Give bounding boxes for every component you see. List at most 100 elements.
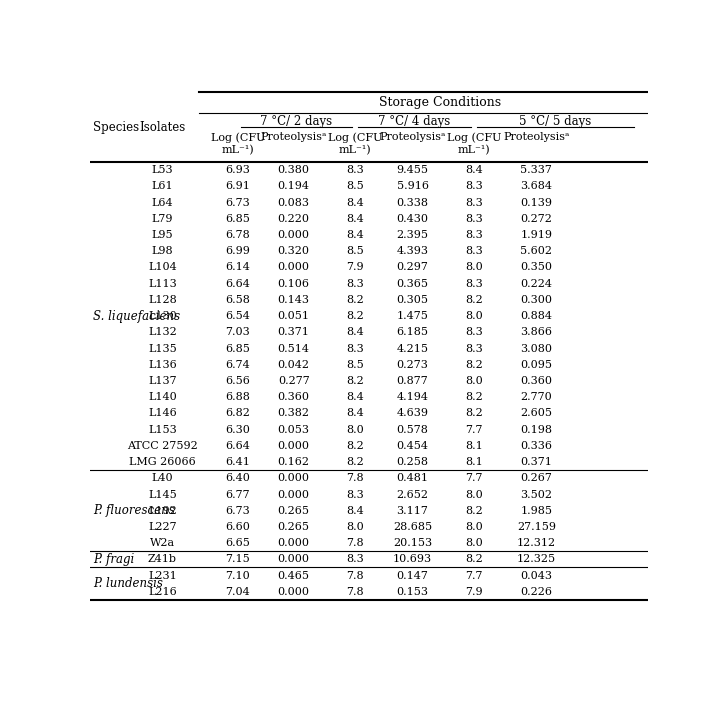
Text: L61: L61 xyxy=(152,181,174,192)
Text: 27.159: 27.159 xyxy=(517,522,556,532)
Text: 8.5: 8.5 xyxy=(346,246,364,256)
Text: 0.000: 0.000 xyxy=(278,263,310,272)
Text: 7 °C/ 2 days: 7 °C/ 2 days xyxy=(261,115,333,128)
Text: 7.7: 7.7 xyxy=(465,473,482,483)
Text: 6.93: 6.93 xyxy=(225,165,251,176)
Text: 0.465: 0.465 xyxy=(278,571,310,581)
Text: 7.9: 7.9 xyxy=(346,263,364,272)
Text: 6.85: 6.85 xyxy=(225,214,251,224)
Text: 4.393: 4.393 xyxy=(397,246,428,256)
Text: 0.000: 0.000 xyxy=(278,473,310,483)
Text: 0.000: 0.000 xyxy=(278,441,310,451)
Text: 0.258: 0.258 xyxy=(397,457,428,467)
Text: 8.0: 8.0 xyxy=(346,522,364,532)
Text: 6.82: 6.82 xyxy=(225,409,251,418)
Text: 28.685: 28.685 xyxy=(393,522,432,532)
Text: 8.4: 8.4 xyxy=(346,214,364,224)
Text: Z41b: Z41b xyxy=(148,555,177,564)
Text: 0.162: 0.162 xyxy=(278,457,310,467)
Text: 0.430: 0.430 xyxy=(397,214,428,224)
Text: 0.273: 0.273 xyxy=(397,360,428,370)
Text: L95: L95 xyxy=(152,230,174,240)
Text: S. liquefaciens: S. liquefaciens xyxy=(93,310,180,323)
Text: 3.684: 3.684 xyxy=(521,181,552,192)
Text: L192: L192 xyxy=(148,505,177,516)
Text: 0.360: 0.360 xyxy=(278,392,310,402)
Text: 8.3: 8.3 xyxy=(465,181,483,192)
Text: 1.475: 1.475 xyxy=(397,311,428,321)
Text: 5.602: 5.602 xyxy=(521,246,552,256)
Text: 2.605: 2.605 xyxy=(521,409,552,418)
Text: 0.220: 0.220 xyxy=(278,214,310,224)
Text: 6.14: 6.14 xyxy=(225,263,251,272)
Text: 0.297: 0.297 xyxy=(397,263,428,272)
Text: 2.395: 2.395 xyxy=(397,230,428,240)
Text: 8.4: 8.4 xyxy=(346,409,364,418)
Text: 6.41: 6.41 xyxy=(225,457,251,467)
Text: 8.2: 8.2 xyxy=(465,409,483,418)
Text: 3.080: 3.080 xyxy=(521,343,552,354)
Text: L132: L132 xyxy=(148,327,177,338)
Text: 0.481: 0.481 xyxy=(397,473,428,483)
Text: 6.85: 6.85 xyxy=(225,343,251,354)
Text: 8.3: 8.3 xyxy=(465,327,483,338)
Text: ATCC 27592: ATCC 27592 xyxy=(127,441,198,451)
Text: 7.8: 7.8 xyxy=(346,473,364,483)
Text: 6.30: 6.30 xyxy=(225,425,251,435)
Text: 7 °C/ 4 days: 7 °C/ 4 days xyxy=(378,115,451,128)
Text: 8.4: 8.4 xyxy=(346,198,364,208)
Text: LMG 26066: LMG 26066 xyxy=(129,457,196,467)
Text: 0.224: 0.224 xyxy=(521,279,552,289)
Text: 8.3: 8.3 xyxy=(465,214,483,224)
Text: 0.265: 0.265 xyxy=(278,522,310,532)
Text: L231: L231 xyxy=(148,571,177,581)
Text: L40: L40 xyxy=(152,473,174,483)
Text: 8.3: 8.3 xyxy=(465,230,483,240)
Text: Proteolysisᵃ: Proteolysisᵃ xyxy=(261,133,327,143)
Text: Log (CFU
mL⁻¹): Log (CFU mL⁻¹) xyxy=(211,133,265,155)
Text: 8.0: 8.0 xyxy=(346,425,364,435)
Text: 6.65: 6.65 xyxy=(225,538,251,548)
Text: 0.380: 0.380 xyxy=(278,165,310,176)
Text: 8.3: 8.3 xyxy=(465,198,483,208)
Text: 2.652: 2.652 xyxy=(397,489,428,500)
Text: 8.3: 8.3 xyxy=(465,343,483,354)
Text: 8.0: 8.0 xyxy=(465,538,483,548)
Text: 0.106: 0.106 xyxy=(278,279,310,289)
Text: 0.277: 0.277 xyxy=(278,376,310,386)
Text: 2.770: 2.770 xyxy=(521,392,552,402)
Text: L153: L153 xyxy=(148,425,177,435)
Text: 8.0: 8.0 xyxy=(465,522,483,532)
Text: 8.3: 8.3 xyxy=(346,279,364,289)
Text: 6.78: 6.78 xyxy=(225,230,251,240)
Text: 0.051: 0.051 xyxy=(278,311,310,321)
Text: 0.153: 0.153 xyxy=(397,587,428,597)
Text: 0.000: 0.000 xyxy=(278,230,310,240)
Text: 12.312: 12.312 xyxy=(517,538,556,548)
Text: 7.04: 7.04 xyxy=(225,587,251,597)
Text: Isolates: Isolates xyxy=(140,121,186,133)
Text: 5.916: 5.916 xyxy=(397,181,428,192)
Text: 0.226: 0.226 xyxy=(521,587,552,597)
Text: Proteolysisᵃ: Proteolysisᵃ xyxy=(379,133,446,143)
Text: L135: L135 xyxy=(148,343,177,354)
Text: 6.88: 6.88 xyxy=(225,392,251,402)
Text: 3.502: 3.502 xyxy=(521,489,552,500)
Text: 0.514: 0.514 xyxy=(278,343,310,354)
Text: 8.0: 8.0 xyxy=(465,376,483,386)
Text: 0.877: 0.877 xyxy=(397,376,428,386)
Text: 6.91: 6.91 xyxy=(225,181,251,192)
Text: 0.000: 0.000 xyxy=(278,538,310,548)
Text: 7.7: 7.7 xyxy=(465,425,482,435)
Text: 8.3: 8.3 xyxy=(346,165,364,176)
Text: 8.1: 8.1 xyxy=(465,457,483,467)
Text: 0.578: 0.578 xyxy=(397,425,428,435)
Text: 8.2: 8.2 xyxy=(465,295,483,305)
Text: L130: L130 xyxy=(148,311,177,321)
Text: P. fragi: P. fragi xyxy=(93,553,134,566)
Text: Species: Species xyxy=(93,121,139,133)
Text: L104: L104 xyxy=(148,263,177,272)
Text: 0.320: 0.320 xyxy=(278,246,310,256)
Text: L136: L136 xyxy=(148,360,177,370)
Text: Log (CFU
mL⁻¹): Log (CFU mL⁻¹) xyxy=(446,133,501,155)
